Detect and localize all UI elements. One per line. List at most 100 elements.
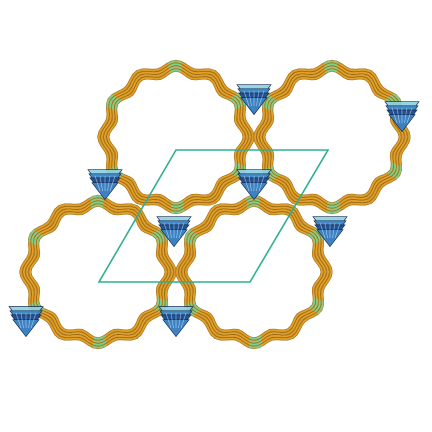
linker-strand-outline (97, 59, 255, 215)
linker-center-segment (248, 338, 263, 343)
linker-center-segment (153, 297, 160, 310)
linker-center-segment (324, 66, 338, 71)
linker-center-segment (171, 200, 184, 205)
linker-center-segment (168, 66, 182, 71)
linker-center-segment (231, 162, 238, 175)
linker-center-segment (324, 69, 338, 74)
linker-strand-outline (253, 59, 411, 215)
cluster-facet (256, 175, 260, 192)
linker-center-segment (249, 335, 262, 340)
cluster-facet (30, 312, 37, 329)
cluster-facet (319, 222, 326, 239)
linker-center-segment (314, 299, 321, 313)
linker-center-segment (327, 200, 340, 205)
cluster-facet (258, 90, 265, 107)
linker-strand-outline (19, 194, 177, 350)
linker-center-segment (156, 229, 165, 242)
linker-center-segment (151, 233, 160, 244)
cluster-facet (258, 175, 265, 192)
cluster-facet (406, 107, 413, 124)
linker-strand-outline (178, 197, 330, 347)
cluster-node-n1 (236, 84, 272, 116)
linker-center-segment (170, 209, 185, 214)
cluster-facet (243, 175, 250, 192)
cluster-node-n8 (158, 306, 194, 338)
linker-strand (106, 69, 246, 205)
linker-center-segment (184, 229, 192, 243)
cluster-facet (178, 222, 185, 239)
linker-center-segment (168, 69, 182, 74)
linker-center-segment (307, 233, 316, 244)
linker-center-segment (394, 166, 402, 180)
cluster-node-n5 (156, 216, 192, 248)
hexagonal-channel-rings (19, 59, 411, 350)
linker-center-segment (248, 344, 263, 349)
cluster-facet (334, 222, 341, 239)
cluster-facet (15, 312, 22, 329)
linker-strand (262, 69, 402, 205)
linker-center-segment (246, 204, 260, 209)
cluster-facet (94, 175, 101, 192)
cluster-facet (324, 222, 328, 239)
linker-center-segment (192, 234, 200, 246)
linker-center-segment (326, 203, 341, 208)
linker-center-segment (248, 341, 263, 346)
linker-strand (25, 201, 171, 343)
cluster-facet (332, 222, 336, 239)
metal-cluster-nodes (8, 84, 420, 338)
channel-ring-bottom-left (19, 194, 177, 350)
linker-center-segment (324, 63, 339, 68)
linker-strand (178, 198, 330, 346)
cluster-node-n6 (312, 216, 348, 248)
linker-center-segment (92, 338, 107, 343)
linker-center-segment (92, 341, 107, 346)
channel-ring-top-right (253, 59, 411, 215)
linker-center-segment (246, 198, 261, 203)
linker-center-segment (316, 301, 324, 315)
linker-strand-outline (100, 62, 252, 212)
linker-center-segment (270, 165, 280, 176)
linker-center-segment (190, 301, 199, 313)
cluster-facet (243, 90, 250, 107)
linker-strand (19, 195, 177, 349)
linker-center-segment (192, 300, 202, 311)
linker-center-segment (265, 95, 273, 109)
linker-center-segment (114, 99, 122, 111)
linker-center-segment (170, 203, 185, 208)
linker-strand (28, 204, 168, 340)
cluster-node-n2 (384, 101, 420, 133)
linker-strand (97, 60, 255, 214)
linker-center-segment (170, 206, 185, 211)
linker-center-segment (90, 204, 104, 209)
cluster-facet (99, 175, 103, 192)
cluster-facet (176, 222, 180, 239)
linker-strand (256, 63, 408, 211)
linker-center-segment (90, 201, 104, 206)
linker-strand (181, 201, 327, 343)
linker-strand-outline (22, 197, 174, 347)
linker-center-segment (33, 232, 41, 245)
linker-center-segment (153, 231, 162, 243)
linker-center-segment (309, 231, 318, 243)
linker-center-segment (168, 63, 183, 68)
linker-strand (103, 66, 249, 208)
linker-strand (259, 66, 405, 208)
linker-center-segment (28, 229, 36, 243)
unit-cell-outline (97, 149, 330, 283)
cluster-facet (248, 175, 252, 192)
linker-strand (253, 60, 411, 214)
cluster-facet (248, 90, 252, 107)
cluster-facet (180, 312, 187, 329)
linker-center-segment (392, 164, 399, 178)
linker-center-segment (189, 232, 197, 245)
linker-center-segment (155, 298, 163, 311)
cluster-facet (396, 107, 400, 124)
linker-center-segment (90, 198, 105, 203)
linker-center-segment (326, 209, 341, 214)
cluster-node-n3 (87, 169, 123, 201)
channel-ring-bottom-right (175, 194, 333, 350)
linker-strand (175, 195, 333, 349)
cluster-facet (165, 312, 172, 329)
linker-center-segment (246, 201, 260, 206)
